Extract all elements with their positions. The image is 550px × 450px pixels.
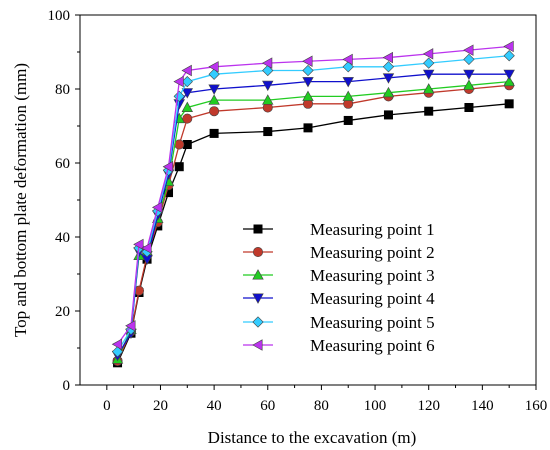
data-point bbox=[342, 53, 353, 66]
data-point bbox=[181, 75, 193, 88]
series-5 bbox=[111, 50, 515, 358]
y-tick-label: 20 bbox=[55, 304, 70, 320]
data-point bbox=[262, 80, 274, 92]
data-point bbox=[125, 320, 136, 332]
data-point bbox=[261, 57, 273, 69]
legend-label-5: Measuring point 5 bbox=[310, 313, 435, 332]
x-tick-label: 40 bbox=[207, 398, 222, 414]
data-point bbox=[303, 123, 313, 133]
legend-swatch-marker bbox=[252, 339, 263, 351]
x-tick-label: 80 bbox=[314, 398, 329, 414]
series-layer bbox=[111, 40, 515, 368]
legend: Measuring point 1 Measuring point 2 Meas… bbox=[243, 220, 435, 355]
legend-swatch-marker bbox=[252, 316, 264, 328]
legend-swatch-marker bbox=[253, 247, 264, 258]
y-tick-label: 40 bbox=[55, 230, 70, 246]
data-point bbox=[302, 64, 314, 77]
data-point bbox=[464, 103, 474, 113]
data-point bbox=[133, 238, 144, 251]
data-point bbox=[503, 69, 515, 81]
data-point bbox=[302, 90, 314, 101]
data-point bbox=[424, 106, 434, 116]
x-tick-label: 140 bbox=[471, 398, 494, 414]
data-point bbox=[302, 77, 314, 88]
data-point bbox=[141, 242, 152, 254]
x-tick-label: 100 bbox=[364, 398, 387, 414]
data-point bbox=[173, 75, 184, 88]
data-point bbox=[181, 88, 194, 99]
data-point bbox=[422, 83, 435, 94]
y-axis-title: Top and bottom plate deformation (mm) bbox=[11, 63, 30, 337]
data-point bbox=[463, 79, 475, 90]
data-point bbox=[111, 346, 124, 358]
data-point bbox=[208, 84, 220, 95]
legend-label-3: Measuring point 3 bbox=[310, 266, 435, 285]
data-point bbox=[262, 94, 274, 105]
data-point bbox=[262, 64, 274, 77]
y-tick-label: 80 bbox=[55, 82, 70, 98]
y-tick-label: 0 bbox=[63, 378, 71, 394]
data-point bbox=[383, 110, 393, 120]
data-point bbox=[208, 94, 220, 105]
data-point bbox=[181, 64, 192, 77]
data-point bbox=[423, 57, 435, 69]
series-line bbox=[116, 84, 510, 362]
legend-swatch-marker bbox=[252, 269, 264, 280]
data-point bbox=[463, 44, 474, 56]
data-point bbox=[342, 61, 354, 73]
data-point bbox=[503, 75, 515, 87]
x-tick-label: 120 bbox=[417, 398, 440, 414]
x-tick-label: 0 bbox=[103, 398, 111, 414]
data-point bbox=[342, 77, 354, 88]
data-point bbox=[503, 40, 514, 53]
x-axis-title: Distance to the excavation (m) bbox=[208, 428, 417, 447]
data-point bbox=[422, 48, 434, 60]
series-6 bbox=[111, 40, 514, 351]
data-point bbox=[209, 128, 219, 138]
data-point bbox=[174, 162, 184, 172]
data-point bbox=[382, 73, 395, 84]
legend-swatch-marker bbox=[253, 224, 263, 234]
data-point bbox=[382, 86, 395, 98]
data-point bbox=[181, 101, 194, 112]
legend-swatch-marker bbox=[252, 293, 264, 304]
data-point bbox=[263, 127, 273, 137]
data-point bbox=[342, 90, 354, 101]
axes-layer: 0 20 40 60 80 100 120 140 160 0 20 40 60 80 100 bbox=[48, 8, 548, 414]
data-point bbox=[151, 201, 163, 214]
data-point bbox=[422, 69, 435, 81]
legend-label-6: Measuring point 6 bbox=[310, 336, 435, 355]
legend-label-1: Measuring point 1 bbox=[310, 220, 435, 239]
x-tick-label: 60 bbox=[260, 398, 275, 414]
y-tick-label: 60 bbox=[55, 156, 70, 172]
data-point bbox=[111, 338, 123, 351]
data-point bbox=[182, 140, 192, 150]
legend-label-4: Measuring point 4 bbox=[310, 289, 435, 308]
data-point bbox=[463, 53, 475, 66]
data-point bbox=[503, 50, 515, 62]
data-point bbox=[343, 115, 353, 125]
data-point bbox=[162, 160, 174, 173]
data-point bbox=[302, 55, 313, 67]
data-point bbox=[182, 113, 193, 124]
data-point bbox=[208, 68, 220, 80]
y-tick-label: 100 bbox=[48, 8, 71, 24]
data-point bbox=[382, 61, 395, 73]
data-point bbox=[209, 106, 220, 117]
x-tick-label: 20 bbox=[153, 398, 168, 414]
series-line bbox=[116, 55, 510, 353]
data-point bbox=[504, 99, 514, 109]
data-point bbox=[463, 69, 475, 81]
legend-label-2: Measuring point 2 bbox=[310, 243, 435, 262]
data-point bbox=[208, 61, 219, 73]
data-point bbox=[382, 51, 393, 64]
x-tick-label: 160 bbox=[525, 398, 548, 414]
